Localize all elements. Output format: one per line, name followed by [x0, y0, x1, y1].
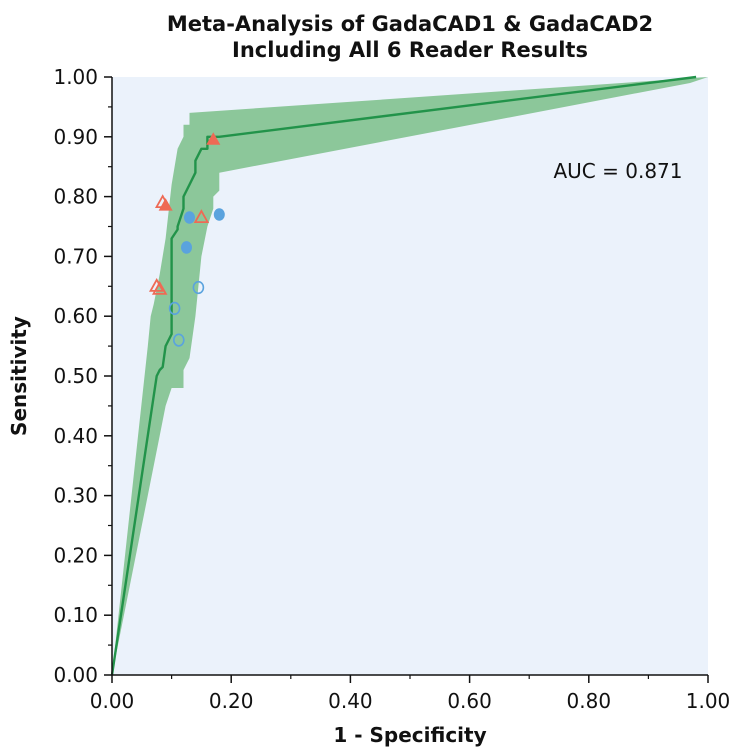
reader-point-circle-open-3 [173, 333, 185, 347]
chart-title-line-2: Including All 6 Reader Results [232, 38, 588, 62]
chart-title-line-1: Meta-Analysis of GadaCAD1 & GadaCAD2 [167, 12, 653, 36]
x-axis-label: 1 - Specificity [333, 723, 486, 747]
y-axis-label: Sensitivity [7, 316, 31, 436]
reader-point-triangle-open-3 [151, 280, 168, 295]
reader-points-layer [148, 132, 225, 347]
x-tick-label: 0.80 [567, 689, 612, 713]
reader-point-circle-filled-3 [213, 208, 225, 221]
x-tick-label: 1.00 [686, 689, 731, 713]
chart-title: Meta-Analysis of GadaCAD1 & GadaCAD2 Inc… [167, 12, 653, 62]
y-tick-label: 0.90 [53, 125, 98, 149]
reader-point-circle-open-2 [168, 301, 181, 316]
x-tick-label: 0.60 [447, 689, 492, 713]
x-tick-label: 0.00 [90, 689, 135, 713]
y-tick-label: 0.40 [53, 424, 98, 448]
reader-point-triangle-open-4 [193, 209, 210, 224]
reader-point-triangle-open-2 [148, 277, 165, 292]
reader-point-circle-filled-1 [184, 211, 195, 224]
y-tick-label: 0.50 [53, 364, 98, 388]
x-tick-label: 0.40 [328, 689, 373, 713]
reader-point-triangle-open-1 [154, 194, 171, 209]
y-tick-label: 0.10 [53, 603, 98, 627]
x-tick-label: 0.20 [209, 689, 254, 713]
y-tick-label: 1.00 [53, 65, 98, 89]
y-tick-label: 0.70 [53, 244, 98, 268]
tick-labels: 0.00 0.10 0.20 0.30 0.40 0.50 0.60 0.70 0.80 0.90… [53, 65, 730, 713]
axes [104, 76, 709, 683]
y-tick-label: 0.30 [53, 484, 98, 508]
auc-annotation: AUC = 0.871 [553, 159, 682, 183]
y-tick-label: 0.20 [53, 543, 98, 567]
reader-point-triangle-filled-2 [206, 132, 221, 145]
y-tick-label: 0.00 [53, 663, 98, 687]
y-tick-label: 0.60 [53, 304, 98, 328]
reader-point-circle-filled-2 [181, 241, 192, 254]
reader-point-circle-open-1 [192, 280, 205, 295]
y-tick-label: 0.80 [53, 185, 98, 209]
